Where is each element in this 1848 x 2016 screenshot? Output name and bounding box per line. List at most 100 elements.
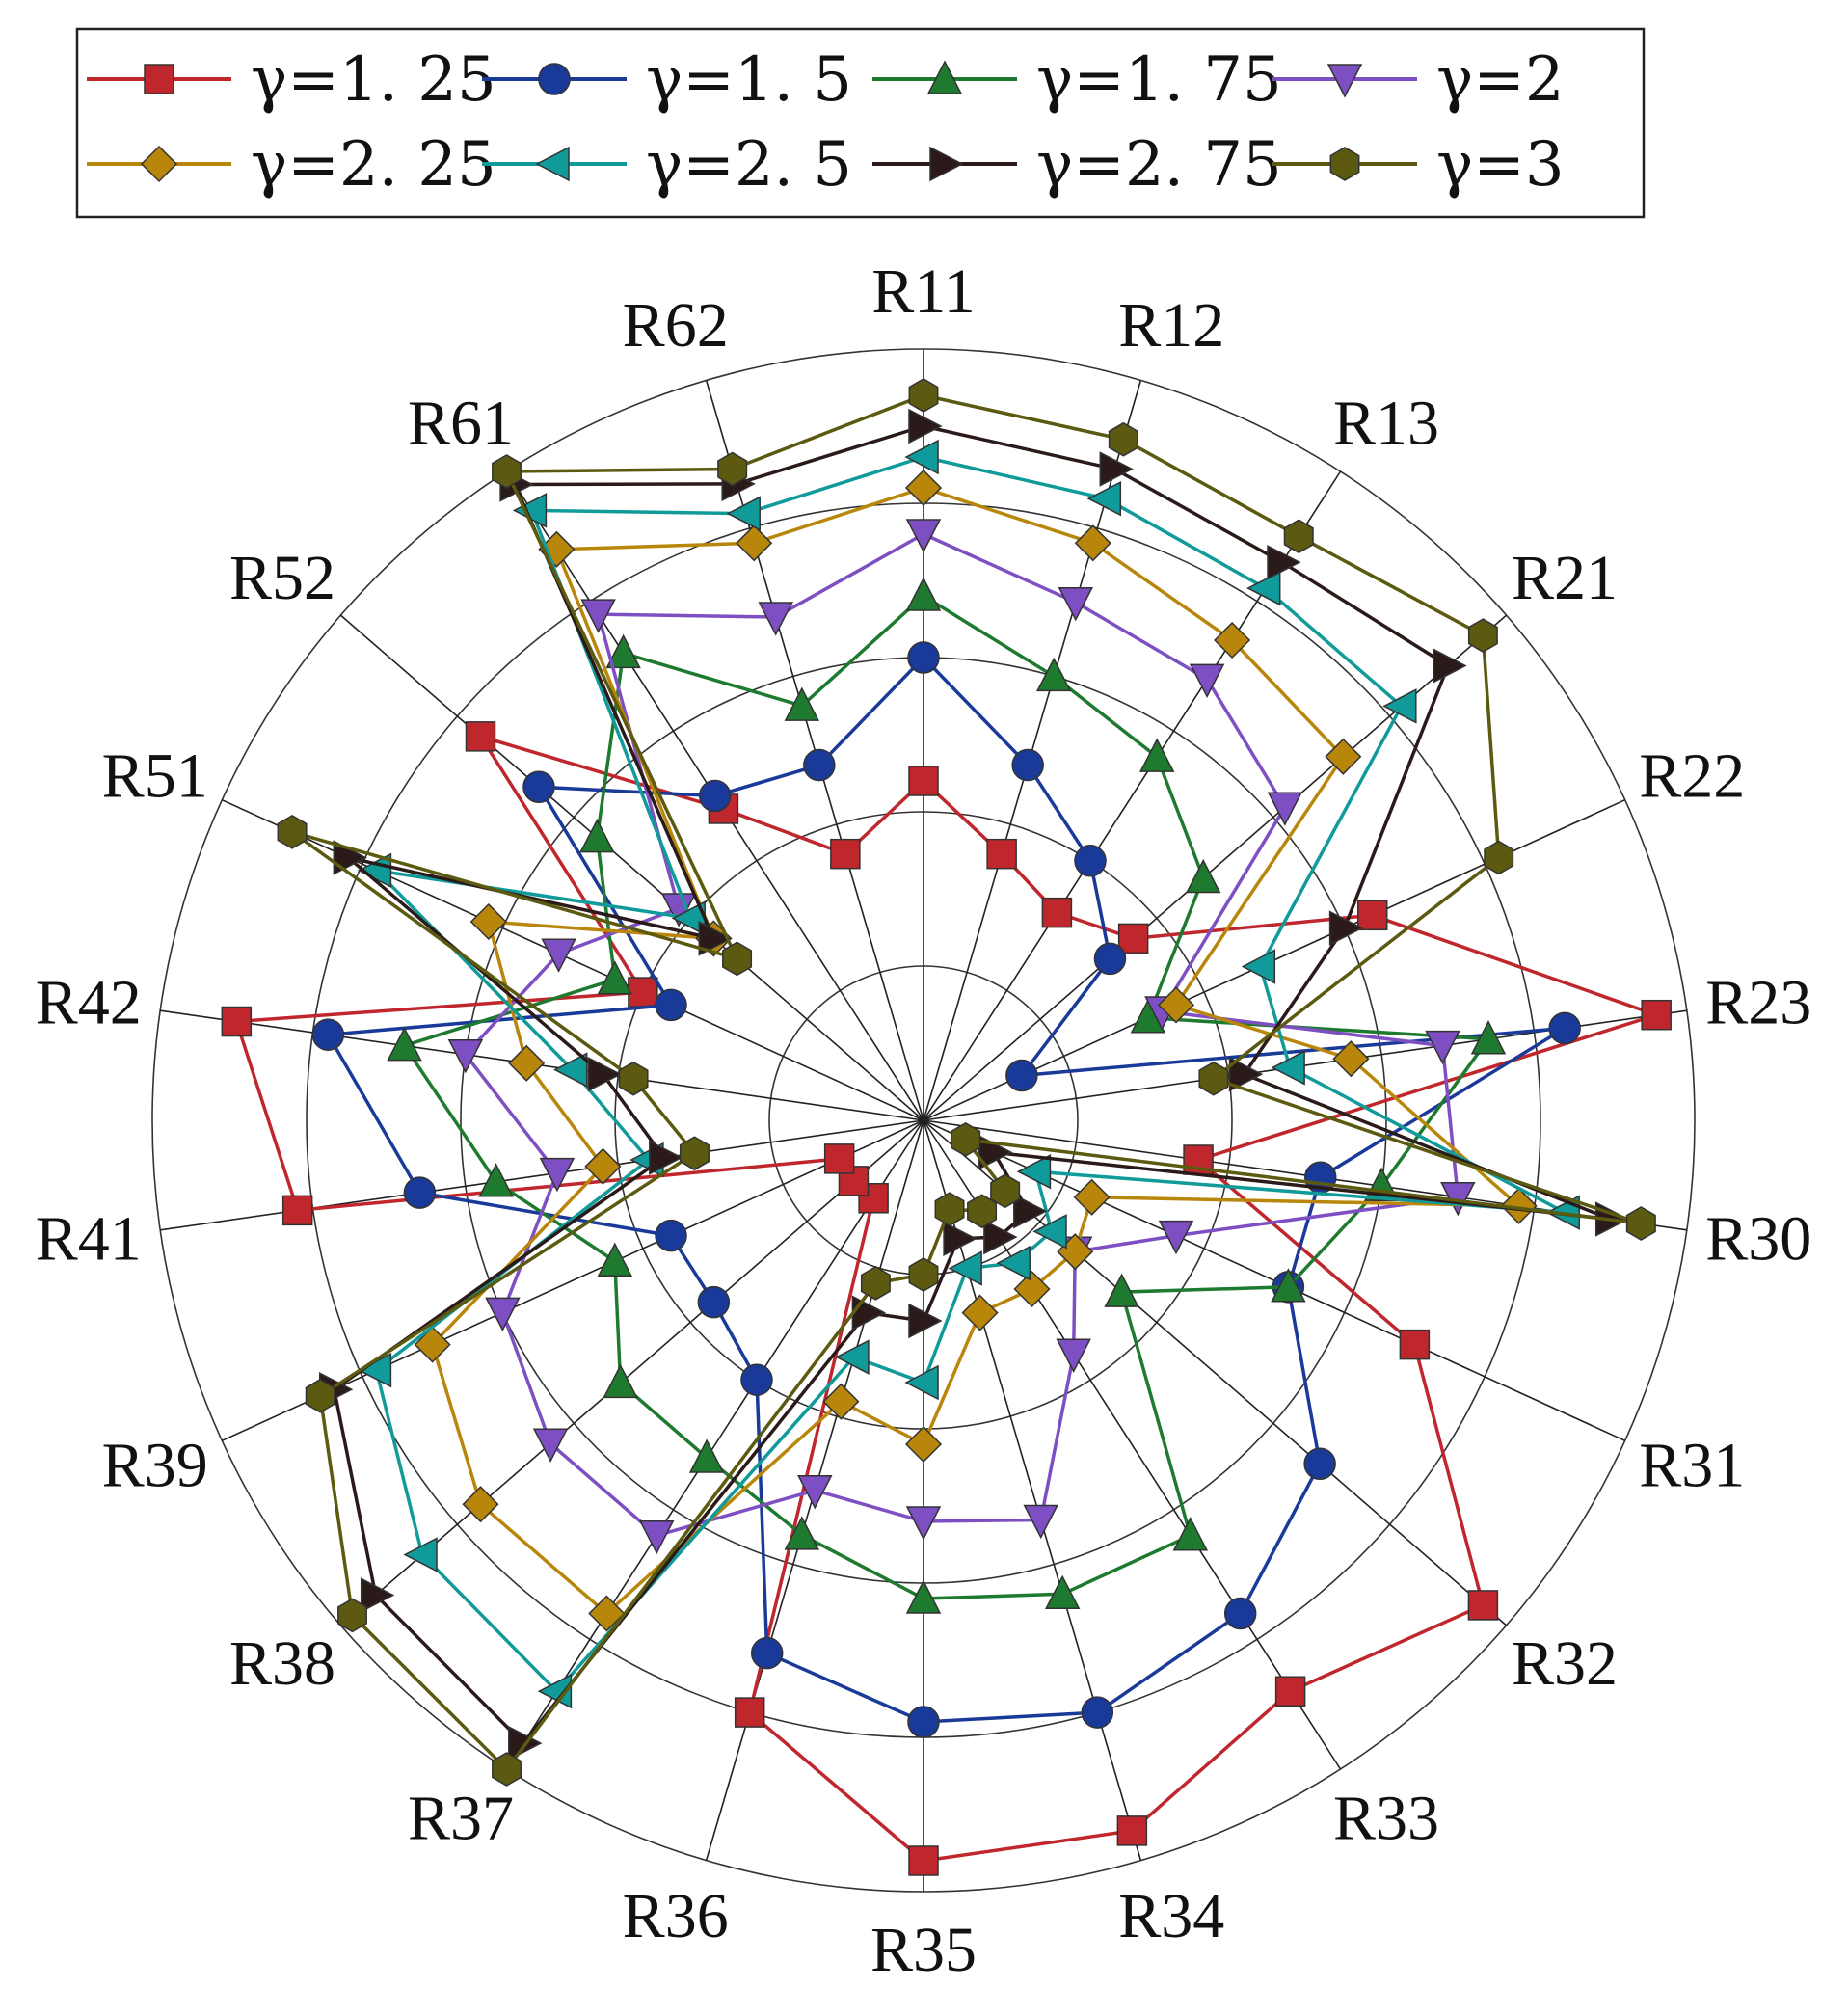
series-2-point-R42 [311,1018,345,1051]
series-3-point-R52 [579,818,615,853]
series-8-point-R38 [337,1598,367,1633]
series-8-point-R52 [722,941,753,977]
series-layer [221,378,1672,1876]
series-1-point-R42 [221,1006,253,1037]
series-6-point-R62 [726,496,761,531]
series-7-point-R35 [908,1303,943,1339]
axis-label-R36: R36 [623,1881,729,1951]
series-3-point-R12 [1035,657,1072,692]
legend-marker-5 [140,145,178,183]
series-1-point-R21 [1117,923,1149,954]
series-2-point-R39 [655,1219,687,1252]
series-5-point-R42 [508,1044,546,1082]
axis-label-R38: R38 [229,1628,335,1699]
series-7-point-R33 [983,1219,1018,1255]
series-6-point-R33 [996,1245,1031,1281]
series-1-point-R12 [986,838,1017,870]
series-7-point-R38 [360,1577,395,1613]
series-4-point-R33 [1056,1338,1091,1373]
series-8-point-R11 [908,378,939,413]
axis-label-R32: R32 [1512,1628,1618,1699]
series-4-point-R62 [758,602,793,636]
series-7-point-R52 [698,921,733,956]
series-4-point-R37 [638,1519,675,1555]
series-3-point-R11 [905,577,942,611]
legend-marker-7 [929,146,964,182]
series-line-6 [371,455,1567,1694]
spoke-R52 [339,614,924,1121]
series-8-point-R61 [492,454,522,489]
series-3-point-R42 [387,1026,422,1062]
series-1-point-R22 [1356,900,1388,931]
series-4-point-R42 [447,1038,484,1074]
axis-label-R30: R30 [1705,1203,1811,1274]
series-3-point-R32 [1104,1273,1139,1307]
series-8-point-R22 [1484,840,1514,875]
series-5 [414,469,1538,1632]
series-5-point-R11 [904,469,943,507]
series-8-point-R33 [967,1194,998,1229]
axis-labels: R11 R12 R13 R21 R22 R23 R30 R31 R32 R33 R34 R35 R36 R… [36,256,1812,1985]
legend-entry-8: γ=3 [1272,129,1565,201]
series-1 [221,721,1672,1876]
series-3-point-R62 [784,686,820,721]
axis-label-R51: R51 [102,741,208,812]
axis-label-R22: R22 [1639,741,1745,812]
series-1-point-R11 [908,766,939,796]
series-8-point-R35 [908,1257,939,1292]
series-7-point-R23 [1228,1056,1264,1092]
legend-marker-2 [538,63,571,95]
series-4-point-R36 [797,1475,833,1510]
axis-label-R42: R42 [36,968,142,1038]
legend-label-8: γ=3 [1436,129,1565,201]
series-8-point-R32 [990,1173,1021,1209]
series-3-point-R36 [784,1516,820,1550]
series-4-point-R51 [541,938,576,973]
series-8-point-R62 [717,451,748,487]
series-8 [277,378,1656,1787]
legend-marker-8 [1329,147,1360,181]
series-1-point-R13 [1041,897,1073,928]
series-8-point-R30 [1625,1206,1656,1241]
series-7-point-R21 [1433,648,1467,684]
series-5-point-R13 [1214,621,1251,659]
series-1-point-R23 [1641,999,1672,1031]
series-5-point-R21 [1325,738,1362,775]
legend-label-2: γ=1. 5 [646,44,852,116]
series-1-point-R36 [734,1697,765,1728]
series-5-point-R30 [1500,1187,1538,1224]
series-4-point-R34 [1023,1504,1058,1540]
series-7-point-R32 [1013,1194,1048,1229]
series-1-point-R34 [1116,1815,1148,1846]
axis-label-R52: R52 [229,543,335,613]
series-2-point-R52 [522,770,555,803]
series-2-point-R61 [698,779,732,813]
axis-label-R41: R41 [36,1203,142,1274]
series-8-point-R34 [934,1192,965,1226]
series-1-point-R31 [1399,1329,1431,1360]
series-line-3 [401,593,1492,1600]
series-8-point-R41 [679,1136,710,1171]
legend-label-1: γ=1. 25 [251,44,496,116]
series-4-point-R41 [539,1157,576,1193]
axis-label-R23: R23 [1705,968,1811,1038]
series-8-point-R12 [1108,421,1138,457]
axis-label-R21: R21 [1512,543,1618,613]
series-3-point-R39 [597,1242,633,1277]
legend-marker-3 [926,60,963,94]
series-5-point-R23 [1332,1040,1370,1078]
series-1-point-R35 [908,1845,939,1876]
series-4-point-R23 [1425,1030,1460,1065]
series-1-point-R39 [823,1143,855,1174]
series-1-point-R41 [281,1195,313,1226]
legend-label-7: γ=2. 75 [1036,129,1282,201]
legend-entry-5: γ=2. 25 [87,129,496,201]
legend-label-6: γ=2. 5 [646,129,852,201]
series-2-point-R22 [1005,1059,1038,1092]
series-3-point-R23 [1470,1020,1507,1055]
series-5-point-R36 [822,1383,860,1420]
series-2-point-R38 [697,1285,731,1319]
series-8-point-R36 [860,1266,891,1301]
series-8-point-R42 [618,1061,649,1096]
series-6-point-R31 [1016,1153,1052,1190]
